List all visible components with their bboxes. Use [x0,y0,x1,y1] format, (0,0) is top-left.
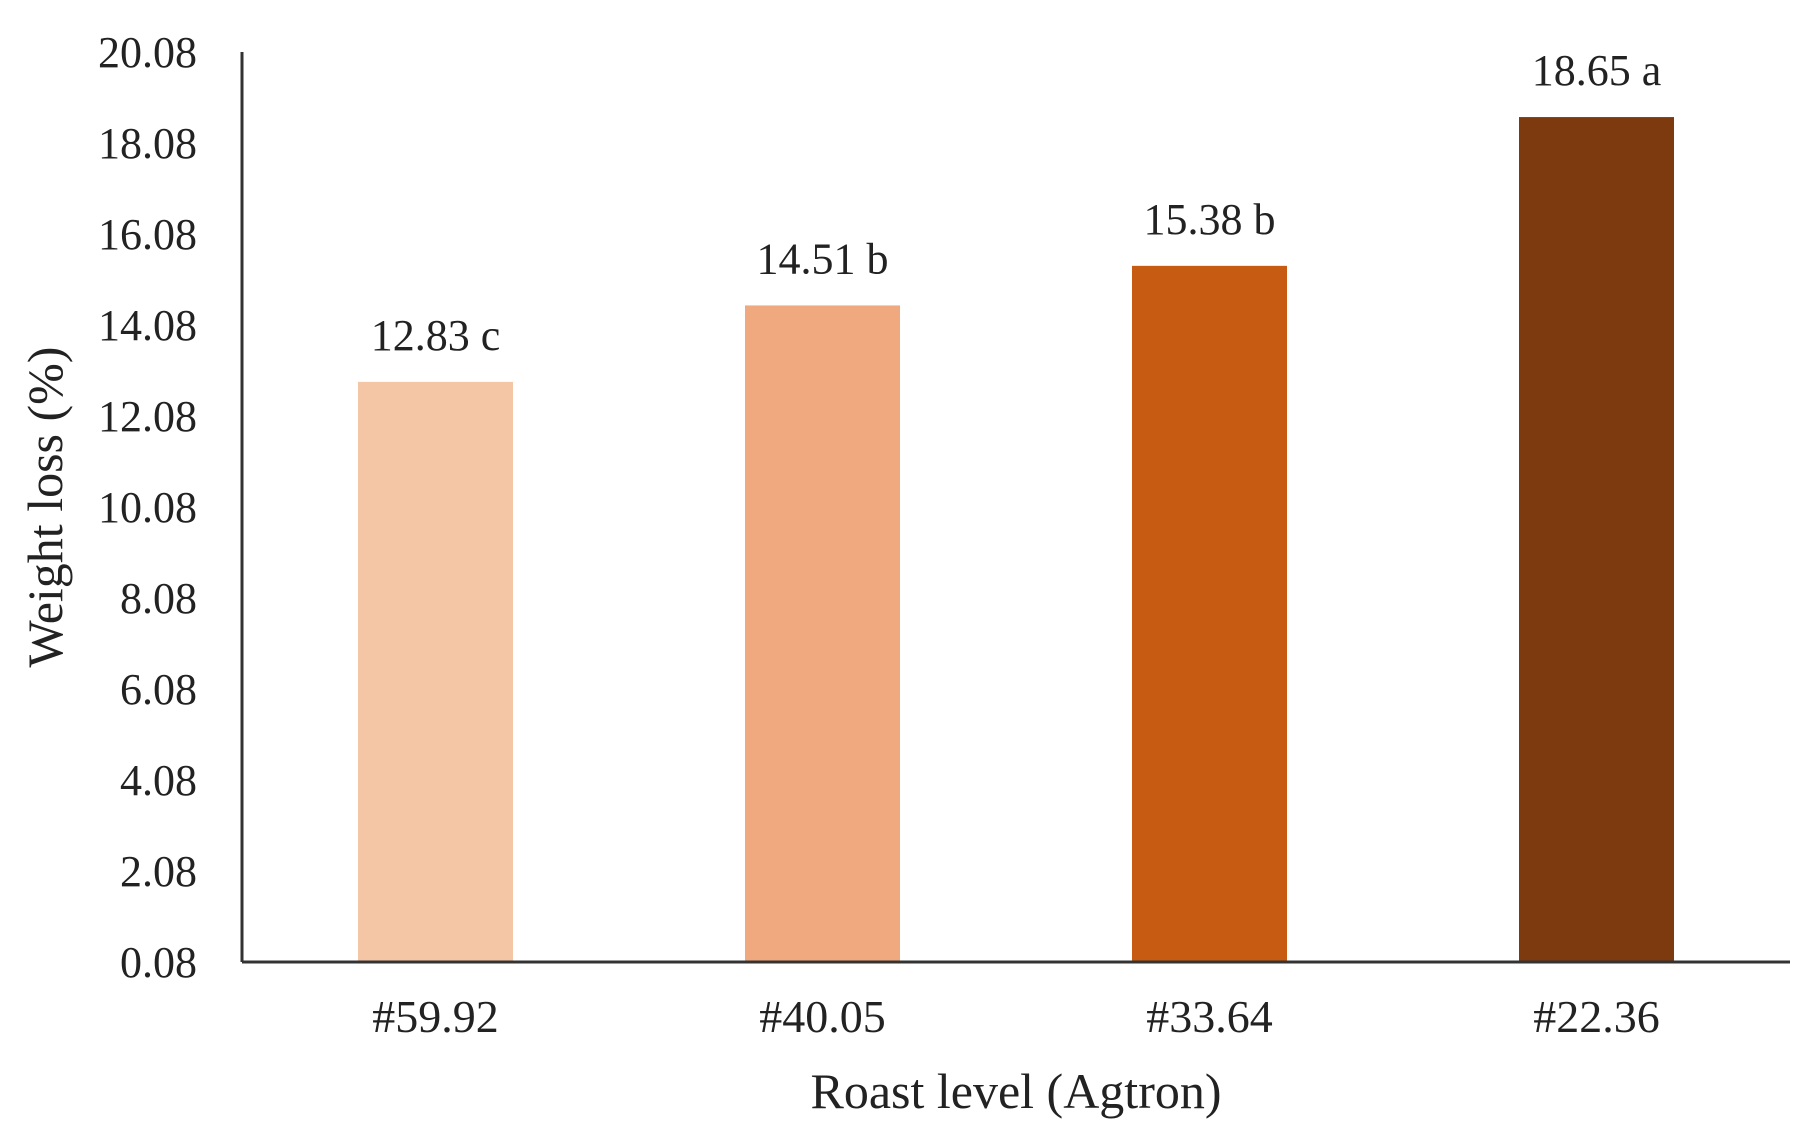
y-tick-label-9: 16.08 [98,210,197,259]
y-tick-label-7: 12.08 [98,392,197,441]
y-tick-label-10: 18.08 [98,119,197,168]
data-label-3: 15.38 b [1144,195,1276,244]
x-axis-categories: #59.92 #40.05 #33.64 #22.36 [372,991,1660,1042]
x-axis-title: Roast level (Agtron) [810,1063,1221,1119]
data-label-2: 14.51 b [757,234,889,283]
y-axis-title: Weight loss (%) [17,347,73,668]
y-tick-label-8: 14.08 [98,301,197,350]
y-tick-label-11: 20.08 [98,28,197,77]
bar-4 [1519,117,1674,962]
y-tick-label-2: 2.08 [120,847,197,896]
y-tick-label-3: 4.08 [120,756,197,805]
data-label-4: 18.65 a [1532,46,1662,95]
bar-3 [1132,265,1287,963]
bar-1 [358,381,513,962]
data-label-1: 12.83 c [371,311,501,360]
x-tick-label-2: #40.05 [759,991,886,1042]
y-tick-label-5: 8.08 [120,574,197,623]
x-tick-label-3: #33.64 [1146,991,1273,1042]
x-tick-label-1: #59.92 [372,991,499,1042]
y-tick-label-1: 0.08 [120,938,197,987]
data-labels: 12.83 c 14.51 b 15.38 b 18.65 a [371,46,1662,360]
bars-layer [358,117,1674,963]
y-tick-label-6: 10.08 [98,483,197,532]
y-tick-label-4: 6.08 [120,665,197,714]
bar-2 [745,305,900,962]
y-axis-ticks: 0.08 2.08 4.08 6.08 8.08 10.08 12.08 14.08 16.08… [98,28,197,987]
x-tick-label-4: #22.36 [1533,991,1660,1042]
